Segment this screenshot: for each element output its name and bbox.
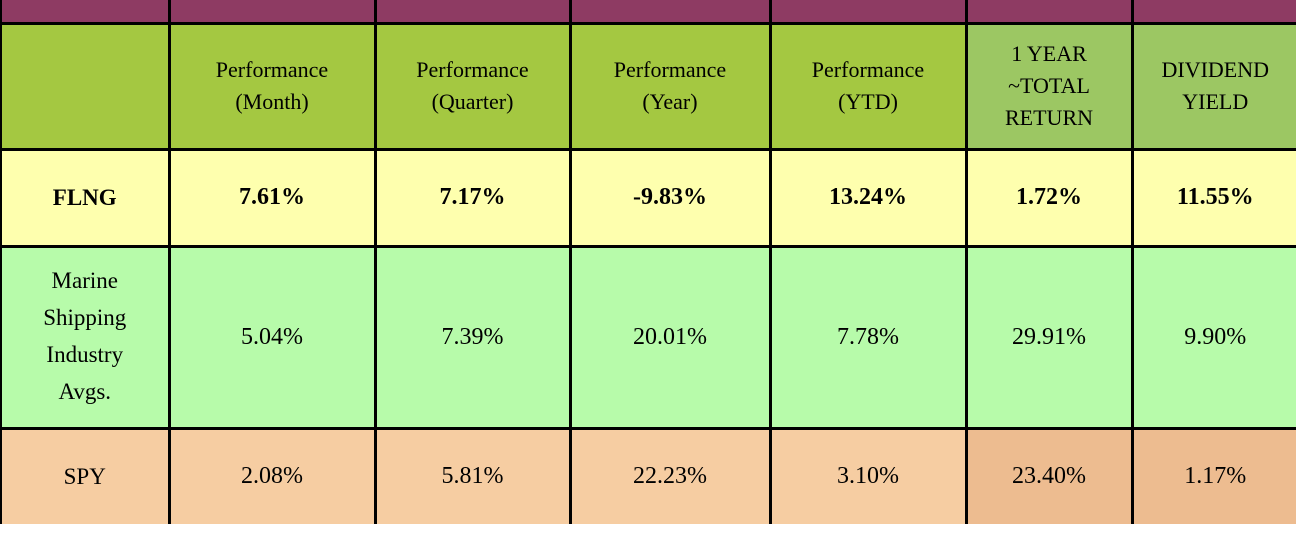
header-row: Performance (Month) Performance (Quarter… — [0, 21, 1296, 151]
cell-spy-quarter: 5.81% — [373, 426, 572, 524]
cell-flng-year: -9.83% — [568, 147, 772, 248]
top-strip-cell — [167, 0, 377, 25]
header-performance-ytd: Performance (YTD) — [768, 21, 968, 151]
top-strip-cell — [964, 0, 1134, 25]
cell-flng-total-return: 1.72% — [964, 147, 1134, 248]
top-strip-cell — [373, 0, 572, 25]
table-row-spy: SPY 2.08% 5.81% 22.23% 3.10% 23.40% 1.17… — [0, 426, 1296, 524]
cell-marine-year: 20.01% — [568, 244, 772, 430]
cell-marine-ytd: 7.78% — [768, 244, 968, 430]
top-strip-cell — [1130, 0, 1296, 25]
cell-marine-month: 5.04% — [167, 244, 377, 430]
header-performance-month: Performance (Month) — [167, 21, 377, 151]
cell-spy-dividend-yield: 1.17% — [1130, 426, 1296, 524]
table-row-marine-shipping: Marine Shipping Industry Avgs. 5.04% 7.3… — [0, 244, 1296, 430]
header-dividend-yield: DIVIDEND YIELD — [1130, 21, 1296, 150]
cell-marine-total-return: 29.91% — [964, 244, 1134, 430]
cell-flng-ytd: 13.24% — [768, 147, 968, 248]
cell-spy-total-return: 23.40% — [964, 426, 1134, 524]
cell-spy-month: 2.08% — [167, 426, 377, 524]
top-strip-cell — [0, 0, 171, 25]
performance-table: Performance (Month) Performance (Quarter… — [0, 0, 1296, 524]
cell-spy-ytd: 3.10% — [768, 426, 968, 524]
header-performance-year: Performance (Year) — [568, 21, 772, 151]
row-label-marine-shipping: Marine Shipping Industry Avgs. — [0, 244, 171, 430]
cell-marine-dividend-yield: 9.90% — [1130, 244, 1296, 430]
cell-flng-quarter: 7.17% — [373, 147, 572, 248]
cell-flng-month: 7.61% — [167, 147, 377, 248]
table-row-flng: FLNG 7.61% 7.17% -9.83% 13.24% 1.72% 11.… — [0, 147, 1296, 248]
cell-spy-year: 22.23% — [568, 426, 772, 524]
row-label-spy: SPY — [0, 426, 171, 524]
header-1-year-total-return: 1 YEAR ~TOTAL RETURN — [964, 21, 1134, 150]
top-strip-cell — [568, 0, 772, 25]
row-label-flng: FLNG — [0, 147, 171, 248]
cell-flng-dividend-yield: 11.55% — [1130, 147, 1296, 248]
header-performance-quarter: Performance (Quarter) — [373, 21, 572, 151]
top-strip-cell — [768, 0, 968, 25]
corner-cell — [0, 21, 171, 151]
top-strip-row — [0, 0, 1296, 25]
cell-marine-quarter: 7.39% — [373, 244, 572, 430]
